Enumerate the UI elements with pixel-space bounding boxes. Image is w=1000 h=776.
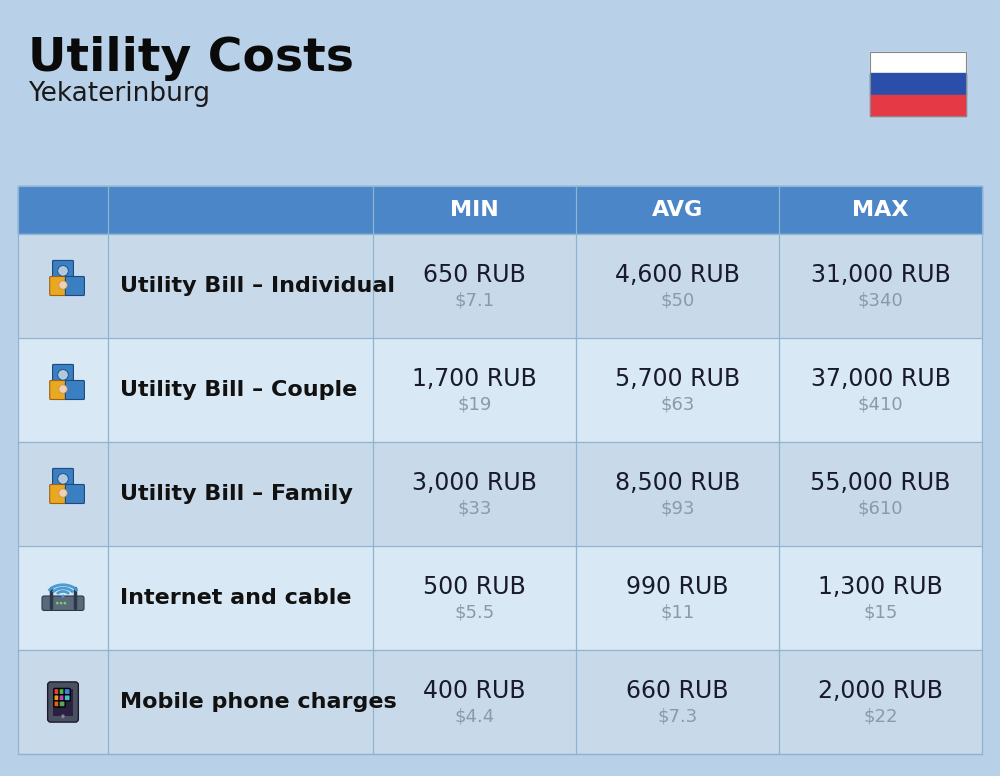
FancyBboxPatch shape — [53, 261, 73, 282]
Text: 1,700 RUB: 1,700 RUB — [412, 367, 537, 391]
Text: Mobile phone charges: Mobile phone charges — [120, 692, 397, 712]
Circle shape — [56, 602, 59, 605]
Text: 37,000 RUB: 37,000 RUB — [811, 367, 950, 391]
Text: 500 RUB: 500 RUB — [423, 575, 526, 599]
Text: $7.1: $7.1 — [454, 292, 495, 310]
FancyBboxPatch shape — [59, 701, 65, 707]
Text: Utility Bill – Family: Utility Bill – Family — [120, 484, 353, 504]
Text: 55,000 RUB: 55,000 RUB — [810, 471, 951, 495]
Text: 990 RUB: 990 RUB — [626, 575, 729, 599]
FancyBboxPatch shape — [48, 682, 78, 722]
Bar — [18, 546, 982, 650]
Circle shape — [61, 715, 65, 719]
FancyBboxPatch shape — [54, 701, 60, 707]
Text: MAX: MAX — [852, 200, 909, 220]
Bar — [870, 52, 966, 116]
Text: $4.4: $4.4 — [454, 708, 495, 726]
Text: $63: $63 — [660, 396, 695, 414]
FancyBboxPatch shape — [65, 380, 84, 400]
FancyBboxPatch shape — [53, 469, 73, 490]
FancyBboxPatch shape — [64, 688, 70, 695]
FancyBboxPatch shape — [64, 695, 70, 701]
Text: 8,500 RUB: 8,500 RUB — [615, 471, 740, 495]
Circle shape — [59, 489, 67, 497]
Text: $33: $33 — [457, 500, 492, 518]
Bar — [18, 186, 108, 234]
Text: 3,000 RUB: 3,000 RUB — [412, 471, 537, 495]
Text: Internet and cable: Internet and cable — [120, 588, 352, 608]
FancyBboxPatch shape — [50, 380, 69, 400]
Bar — [18, 186, 982, 754]
Text: 2,000 RUB: 2,000 RUB — [818, 679, 943, 703]
Text: 5,700 RUB: 5,700 RUB — [615, 367, 740, 391]
FancyBboxPatch shape — [42, 596, 84, 611]
Text: Utility Bill – Couple: Utility Bill – Couple — [120, 380, 357, 400]
Text: 650 RUB: 650 RUB — [423, 263, 526, 287]
Bar — [18, 234, 982, 338]
Text: $410: $410 — [858, 396, 903, 414]
Circle shape — [58, 265, 68, 276]
Bar — [870, 74, 966, 95]
FancyBboxPatch shape — [59, 695, 65, 701]
Text: $7.3: $7.3 — [657, 708, 698, 726]
Text: Yekaterinburg: Yekaterinburg — [28, 81, 210, 107]
FancyBboxPatch shape — [50, 276, 69, 296]
Circle shape — [60, 602, 62, 605]
Bar — [870, 52, 966, 74]
Text: AVG: AVG — [652, 200, 703, 220]
Circle shape — [58, 369, 68, 380]
Circle shape — [64, 602, 66, 605]
FancyBboxPatch shape — [65, 276, 84, 296]
Text: 4,600 RUB: 4,600 RUB — [615, 263, 740, 287]
Text: $5.5: $5.5 — [454, 604, 495, 622]
FancyBboxPatch shape — [54, 688, 60, 695]
Bar — [18, 338, 982, 442]
Bar — [108, 186, 373, 234]
FancyBboxPatch shape — [50, 484, 69, 504]
Bar — [18, 650, 982, 754]
FancyBboxPatch shape — [65, 484, 84, 504]
FancyBboxPatch shape — [54, 695, 60, 701]
Circle shape — [59, 281, 67, 289]
Text: $50: $50 — [660, 292, 695, 310]
Text: Utility Bill – Individual: Utility Bill – Individual — [120, 276, 395, 296]
Text: $19: $19 — [457, 396, 492, 414]
Text: Utility Costs: Utility Costs — [28, 36, 354, 81]
Text: $11: $11 — [660, 604, 695, 622]
Text: $93: $93 — [660, 500, 695, 518]
Text: 660 RUB: 660 RUB — [626, 679, 729, 703]
FancyBboxPatch shape — [59, 688, 65, 695]
Bar — [18, 442, 982, 546]
Text: 31,000 RUB: 31,000 RUB — [811, 263, 950, 287]
Text: MIN: MIN — [450, 200, 499, 220]
Bar — [870, 95, 966, 116]
Circle shape — [59, 385, 67, 393]
Circle shape — [58, 473, 68, 484]
Bar — [779, 186, 982, 234]
Text: $22: $22 — [863, 708, 898, 726]
Bar — [53, 689, 73, 715]
Text: $610: $610 — [858, 500, 903, 518]
Bar — [373, 186, 576, 234]
Text: 1,300 RUB: 1,300 RUB — [818, 575, 943, 599]
Bar — [576, 186, 779, 234]
Text: $340: $340 — [858, 292, 903, 310]
Text: 400 RUB: 400 RUB — [423, 679, 526, 703]
FancyBboxPatch shape — [53, 365, 73, 386]
Text: $15: $15 — [863, 604, 898, 622]
Circle shape — [61, 594, 65, 598]
